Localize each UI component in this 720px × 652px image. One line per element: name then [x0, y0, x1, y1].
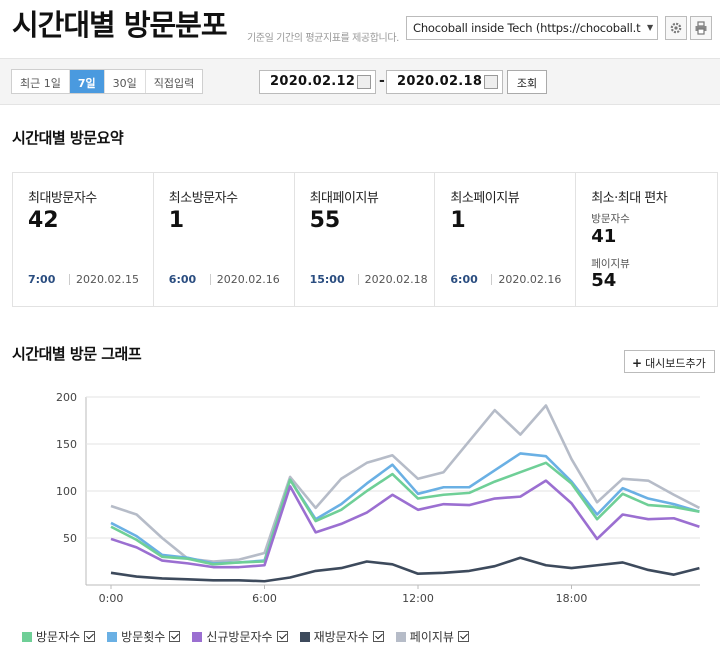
legend-checkbox[interactable]	[457, 631, 469, 642]
deviation-visitors-label: 방문자수	[591, 213, 630, 225]
summary-card-min-pageviews: 최소페이지뷰 1 6:00 2020.02.16	[435, 173, 577, 306]
divider	[209, 274, 211, 285]
card-label: 최소방문자수	[168, 191, 238, 206]
query-button[interactable]: 조회	[507, 70, 547, 94]
period-segment: 최근 1일 7일 30일 직접입력	[11, 69, 204, 94]
period-tab-1[interactable]: 7일	[69, 70, 105, 93]
series-line-0	[110, 461, 700, 566]
x-tick-label: 18:00	[556, 592, 588, 605]
series-line-2	[110, 479, 700, 569]
summary-card-max-pageviews: 최대페이지뷰 55 15:00 2020.02.18	[295, 173, 436, 306]
legend-item[interactable]: 페이지뷰	[395, 628, 469, 645]
end-date-input[interactable]: 2020.02.18	[386, 70, 503, 94]
legend-label: 방문자수	[36, 630, 81, 644]
legend-checkbox[interactable]	[84, 631, 96, 642]
y-tick-label: 50	[63, 532, 77, 545]
card-time: 7:00	[28, 273, 56, 286]
deviation-pageviews-label: 페이지뷰	[591, 258, 630, 270]
summary-card-deviation: 최소·최대 편차 방문자수 41 페이지뷰 54	[576, 173, 717, 306]
legend-swatch	[299, 631, 310, 642]
site-select[interactable]: Chocoball inside Tech (https://chocoball…	[406, 16, 658, 40]
summary-card-min-visitors: 최소방문자수 1 6:00 2020.02.16	[154, 173, 295, 306]
legend-checkbox[interactable]	[169, 631, 181, 642]
visits-line-chart: 50 100 150 200 0:00 6:00 12:00 18:00	[56, 391, 701, 605]
card-label: 최소페이지뷰	[450, 191, 520, 206]
page-subtitle: 기준일 기간의 평균지표를 제공합니다.	[247, 33, 399, 44]
chevron-down-icon: ▼	[647, 23, 653, 32]
legend-item[interactable]: 재방문자수	[299, 628, 384, 645]
legend-label: 방문횟수	[121, 630, 166, 644]
chart-legend: 방문자수 방문횟수 신규방문자수 재방문자수 페이지뷰	[22, 628, 481, 645]
card-value: 55	[309, 208, 341, 233]
period-tab-0[interactable]: 최근 1일	[12, 70, 70, 93]
card-label: 최대방문자수	[28, 191, 97, 206]
summary-title: 시간대별 방문요약	[12, 129, 124, 147]
card-date: 2020.02.15	[76, 273, 139, 286]
legend-swatch	[22, 631, 32, 642]
card-label: 최소·최대 편차	[591, 191, 668, 206]
y-tick-label: 150	[56, 438, 77, 451]
print-icon	[695, 21, 707, 35]
start-date-value: 2020.02.12	[270, 74, 356, 89]
plus-icon: +	[632, 356, 643, 370]
date-toolbar: 최근 1일 7일 30일 직접입력 2020.02.12 - 2020.02.18 조…	[0, 58, 720, 105]
series-line-3	[110, 556, 700, 583]
card-time: 15:00	[309, 273, 345, 286]
card-date: 2020.02.16	[216, 273, 280, 286]
x-tick-label: 12:00	[402, 592, 434, 605]
card-date: 2020.02.16	[498, 273, 562, 286]
deviation-visitors-value: 41	[591, 226, 617, 247]
calendar-icon[interactable]	[357, 75, 371, 89]
divider	[69, 274, 70, 285]
legend-label: 페이지뷰	[409, 630, 454, 644]
calendar-icon[interactable]	[484, 75, 498, 89]
legend-label: 재방문자수	[313, 630, 369, 644]
add-dashboard-button[interactable]: + 대시보드추가	[624, 350, 715, 373]
print-button[interactable]	[690, 16, 712, 40]
legend-item[interactable]: 방문횟수	[107, 628, 181, 645]
series-line-4	[110, 404, 701, 563]
x-tick-label: 0:00	[99, 592, 124, 605]
card-date: 2020.02.18	[364, 273, 428, 286]
legend-checkbox[interactable]	[276, 631, 288, 642]
y-tick-label: 200	[56, 391, 77, 404]
page-title: 시간대별 방문분포	[12, 8, 228, 42]
card-value: 42	[28, 208, 59, 233]
card-time: 6:00	[450, 273, 478, 286]
card-time: 6:00	[168, 273, 197, 286]
graph-title: 시간대별 방문 그래프	[12, 345, 142, 363]
card-value: 1	[450, 208, 466, 233]
legend-label: 신규방문자수	[206, 630, 273, 644]
start-date-input[interactable]: 2020.02.12	[259, 70, 376, 94]
period-tab-2[interactable]: 30일	[105, 70, 146, 93]
page-header: 시간대별 방문분포 기준일 기간의 평균지표를 제공합니다. Chocoball…	[0, 0, 720, 58]
divider	[491, 274, 493, 285]
legend-swatch	[192, 631, 203, 642]
settings-button[interactable]	[665, 16, 687, 40]
site-select-value: Chocoball inside Tech (https://chocoball…	[413, 21, 641, 35]
add-dashboard-label: 대시보드추가	[645, 357, 706, 370]
divider	[357, 274, 359, 285]
series-line-1	[110, 452, 700, 565]
legend-checkbox[interactable]	[372, 631, 384, 642]
legend-swatch	[107, 631, 118, 642]
x-tick-label: 6:00	[252, 592, 277, 605]
deviation-pageviews-value: 54	[591, 270, 617, 291]
y-tick-label: 100	[56, 485, 77, 498]
legend-item[interactable]: 방문자수	[22, 628, 96, 645]
period-tab-3[interactable]: 직접입력	[153, 77, 195, 90]
card-value: 1	[168, 208, 185, 233]
card-label: 최대페이지뷰	[309, 191, 379, 206]
summary-panel: 최대방문자수 42 7:00 2020.02.15 최소방문자수 1 6:00 …	[12, 172, 718, 307]
date-separator: -	[379, 73, 385, 89]
summary-card-max-visitors: 최대방문자수 42 7:00 2020.02.15	[13, 173, 154, 306]
legend-item[interactable]: 신규방문자수	[192, 628, 288, 645]
gear-icon	[670, 22, 682, 34]
legend-swatch	[395, 631, 406, 642]
end-date-value: 2020.02.18	[397, 74, 483, 89]
